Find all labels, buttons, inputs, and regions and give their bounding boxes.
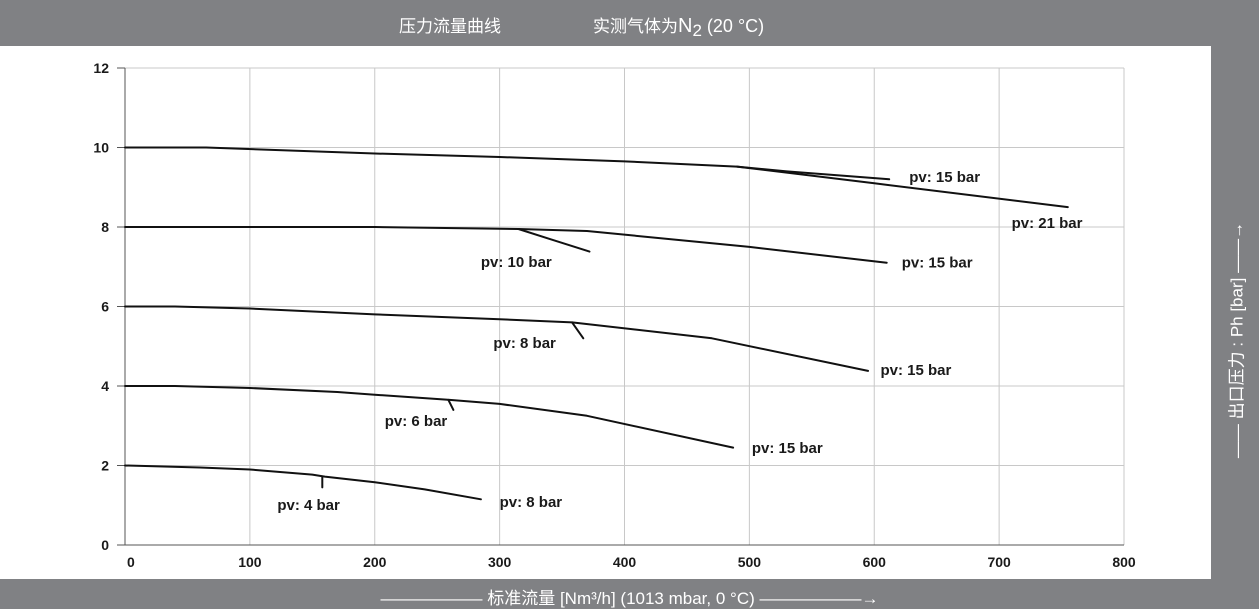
series-annotation: pv: 10 bar	[481, 254, 552, 271]
tick-labels: 0 100 200 300 400 500 600 700 800 0 2 4 6 8 10 12	[93, 60, 1135, 570]
series-line	[124, 226, 888, 264]
gas-subscript: 2	[692, 21, 702, 40]
y-tick-label: 6	[101, 299, 109, 315]
x-axis-label: —————— 标准流量 [Nm³/h] (1013 mbar, 0 °C) ——…	[0, 584, 1259, 609]
series-annotation: pv: 15 bar	[880, 362, 951, 379]
grid	[124, 67, 1125, 546]
series-line	[124, 385, 735, 449]
y-tick-label: 0	[101, 537, 109, 553]
series-annotation: pv: 15 bar	[752, 440, 823, 457]
x-tick-label: 400	[613, 554, 637, 570]
series-annotation: pv: 8 bar	[500, 494, 563, 511]
chart-subtitle-gas: 实测气体为N2 (20 °C)	[593, 12, 765, 40]
x-axis-label-bar: —————— 标准流量 [Nm³/h] (1013 mbar, 0 °C) ——…	[0, 579, 1259, 609]
y-tick-label: 8	[101, 219, 109, 235]
x-axis-arrow-tail-icon: ——————	[380, 589, 488, 608]
gas-formula: N	[678, 15, 693, 37]
series-line	[124, 305, 869, 372]
y-tick-label: 4	[101, 378, 109, 394]
x-tick-label: 100	[238, 554, 262, 570]
series-annotation: pv: 6 bar	[385, 413, 448, 430]
x-axis-arrow-icon: ——————→	[754, 589, 879, 608]
x-tick-label: 800	[1112, 554, 1136, 570]
series-annotation: pv: 15 bar	[902, 255, 973, 272]
x-axis-label-text: 标准流量 [Nm³/h] (1013 mbar, 0 °C)	[487, 589, 755, 608]
x-tick-label: 700	[987, 554, 1011, 570]
y-tick-label: 2	[101, 458, 109, 474]
series-line	[447, 398, 455, 411]
title-bar: 压力流量曲线 实测气体为N2 (20 °C)	[0, 0, 1259, 46]
gas-prefix: 实测气体为	[593, 17, 678, 37]
series-annotations: pv: 15 bar pv: 21 bar pv: 10 bar pv: 15 bar…	[277, 169, 1082, 514]
series-line	[124, 146, 1069, 209]
series-line	[735, 165, 891, 181]
series-annotation: pv: 15 bar	[909, 169, 980, 186]
chart-title: 压力流量曲线	[399, 17, 501, 37]
x-tick-label: 0	[127, 554, 135, 570]
series-annotation: pv: 21 bar	[1012, 215, 1083, 232]
series-lines	[124, 146, 1069, 501]
x-tick-label: 500	[738, 554, 762, 570]
x-tick-label: 200	[363, 554, 387, 570]
series-line	[517, 228, 591, 253]
gas-temperature: (20 °C)	[701, 16, 765, 36]
y-tick-label: 10	[93, 140, 109, 156]
series-annotation: pv: 4 bar	[277, 497, 340, 514]
x-tick-label: 600	[863, 554, 887, 570]
y-axis-label-bar	[1211, 46, 1259, 579]
x-tick-label: 300	[488, 554, 512, 570]
series-line	[124, 464, 482, 501]
series-line	[571, 321, 585, 340]
y-tick-label: 12	[93, 60, 109, 76]
series-annotation: pv: 8 bar	[493, 335, 556, 352]
